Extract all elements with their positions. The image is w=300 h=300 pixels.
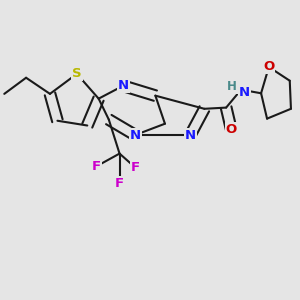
Text: N: N bbox=[185, 129, 196, 142]
Text: F: F bbox=[130, 161, 140, 174]
Text: S: S bbox=[72, 68, 82, 80]
Text: F: F bbox=[92, 160, 101, 173]
Text: F: F bbox=[115, 177, 124, 190]
Text: N: N bbox=[130, 129, 141, 142]
Text: N: N bbox=[118, 79, 129, 92]
Text: O: O bbox=[226, 123, 237, 136]
Text: N: N bbox=[238, 86, 250, 99]
Text: H: H bbox=[227, 80, 237, 93]
Text: O: O bbox=[263, 61, 275, 74]
